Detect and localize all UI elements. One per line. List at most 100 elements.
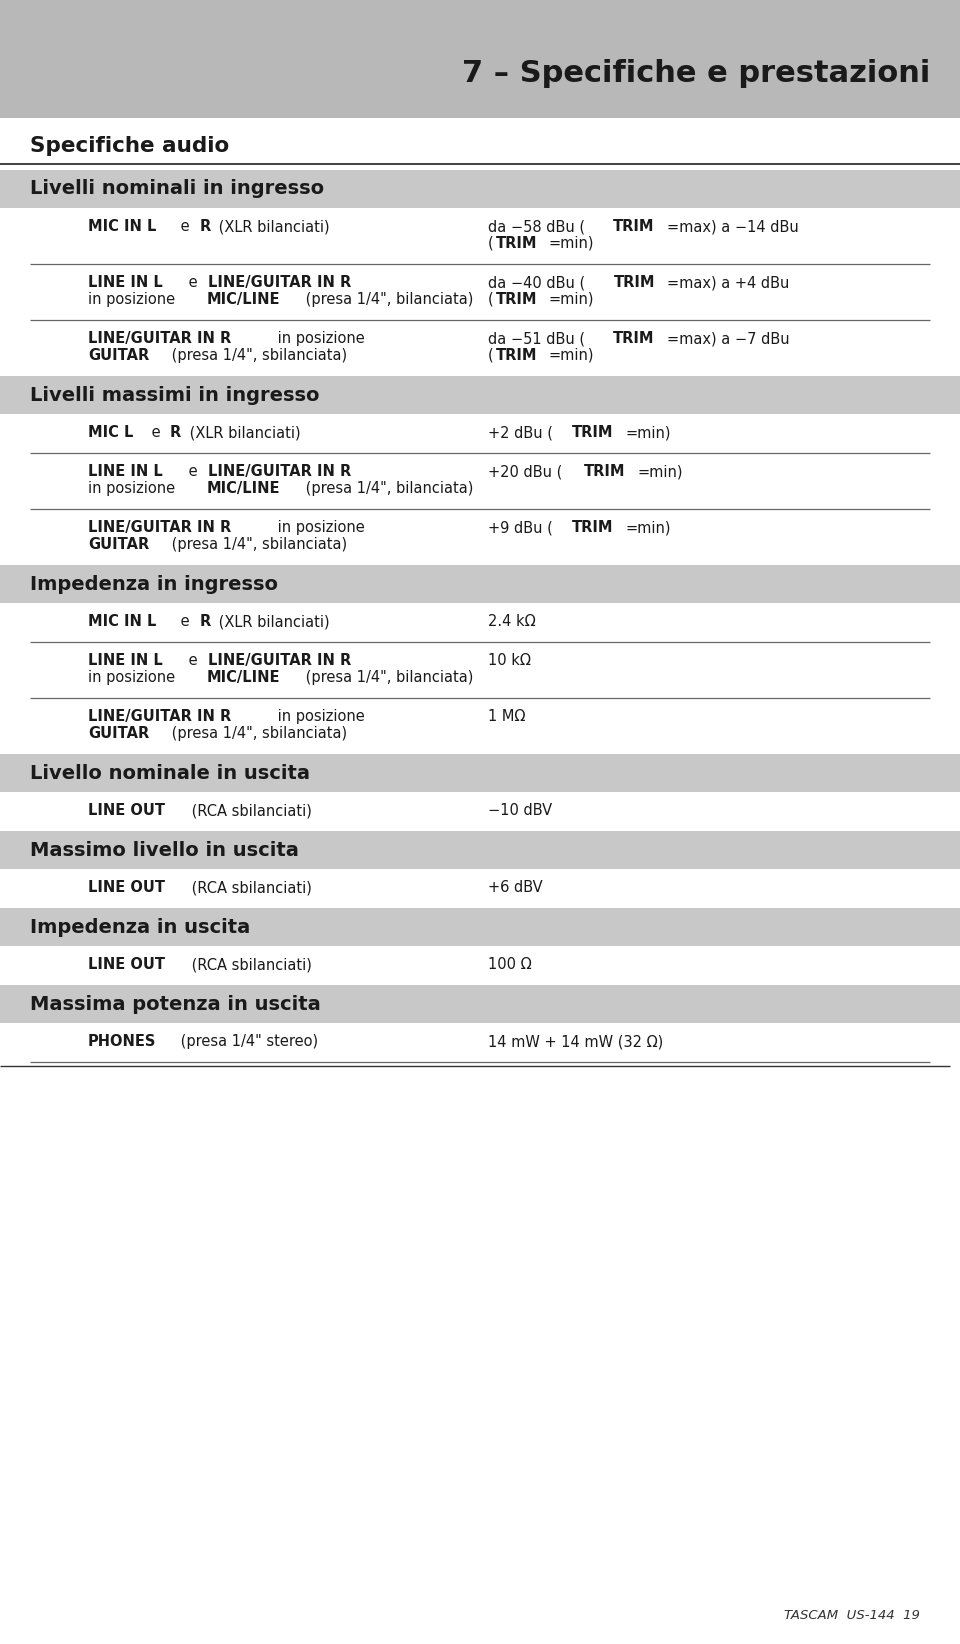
Text: in posizione: in posizione: [88, 671, 180, 686]
Text: =min): =min): [549, 349, 594, 363]
Text: TRIM: TRIM: [613, 219, 655, 233]
Text: (XLR bilanciati): (XLR bilanciati): [184, 426, 300, 441]
Text: TASCAM  US-144  19: TASCAM US-144 19: [784, 1609, 920, 1623]
Text: LINE OUT: LINE OUT: [88, 957, 165, 972]
Text: (RCA sbilanciati): (RCA sbilanciati): [187, 880, 312, 894]
Text: 100 Ω: 100 Ω: [488, 957, 532, 972]
Text: Impedenza in ingresso: Impedenza in ingresso: [30, 574, 278, 593]
Text: =min): =min): [625, 520, 671, 534]
Text: LINE/GUITAR IN R: LINE/GUITAR IN R: [88, 709, 231, 723]
Text: LINE/GUITAR IN R: LINE/GUITAR IN R: [208, 275, 351, 289]
Text: TRIM: TRIM: [572, 426, 613, 441]
Text: MIC/LINE: MIC/LINE: [206, 671, 280, 686]
Text: =min): =min): [625, 426, 671, 441]
Text: LINE/GUITAR IN R: LINE/GUITAR IN R: [208, 653, 351, 667]
Text: MIC/LINE: MIC/LINE: [206, 293, 280, 307]
Text: GUITAR: GUITAR: [88, 349, 149, 363]
Text: Massimo livello in uscita: Massimo livello in uscita: [30, 840, 299, 860]
Bar: [0, 985, 960, 1023]
Text: TRIM: TRIM: [584, 464, 626, 478]
Text: TRIM: TRIM: [495, 293, 537, 307]
Text: MIC L: MIC L: [88, 426, 133, 441]
Text: (: (: [488, 349, 493, 363]
Text: TRIM: TRIM: [495, 349, 537, 363]
Text: 14 mW + 14 mW (32 Ω): 14 mW + 14 mW (32 Ω): [488, 1034, 663, 1049]
Text: 2.4 kΩ: 2.4 kΩ: [488, 613, 536, 630]
Text: =min): =min): [549, 293, 594, 307]
Text: (XLR bilanciati): (XLR bilanciati): [214, 613, 330, 630]
Text: 1 MΩ: 1 MΩ: [488, 709, 525, 723]
Text: =min): =min): [549, 237, 594, 252]
Text: =max) a +4 dBu: =max) a +4 dBu: [667, 275, 789, 289]
Text: LINE/GUITAR IN R: LINE/GUITAR IN R: [88, 330, 231, 345]
Text: +20 dBu (: +20 dBu (: [488, 464, 563, 478]
Text: TRIM: TRIM: [613, 330, 655, 345]
Text: (RCA sbilanciati): (RCA sbilanciati): [187, 957, 312, 972]
Text: TRIM: TRIM: [495, 237, 537, 252]
Text: (presa 1/4" stereo): (presa 1/4" stereo): [177, 1034, 319, 1049]
Text: −10 dBV: −10 dBV: [488, 802, 552, 819]
Text: Massima potenza in uscita: Massima potenza in uscita: [30, 995, 321, 1013]
Text: in posizione: in posizione: [273, 520, 365, 534]
Text: 7 – Specifiche e prestazioni: 7 – Specifiche e prestazioni: [462, 59, 930, 87]
Text: 10 kΩ: 10 kΩ: [488, 653, 531, 667]
Text: Impedenza in uscita: Impedenza in uscita: [30, 917, 251, 937]
Text: =max) a −7 dBu: =max) a −7 dBu: [667, 330, 789, 345]
Text: MIC/LINE: MIC/LINE: [206, 482, 280, 496]
Bar: [0, 566, 960, 603]
Text: R: R: [200, 613, 211, 630]
Bar: [0, 830, 960, 870]
Text: e: e: [184, 464, 203, 478]
Text: e: e: [177, 613, 195, 630]
Text: da −40 dBu (: da −40 dBu (: [488, 275, 586, 289]
Text: e: e: [184, 653, 203, 667]
Text: (presa 1/4", bilanciata): (presa 1/4", bilanciata): [301, 293, 473, 307]
Text: (presa 1/4", bilanciata): (presa 1/4", bilanciata): [301, 482, 473, 496]
Text: PHONES: PHONES: [88, 1034, 156, 1049]
Text: (presa 1/4", sbilanciata): (presa 1/4", sbilanciata): [167, 538, 348, 552]
Text: da −51 dBu (: da −51 dBu (: [488, 330, 586, 345]
Text: =min): =min): [637, 464, 683, 478]
Text: LINE/GUITAR IN R: LINE/GUITAR IN R: [208, 464, 351, 478]
Text: Livello nominale in uscita: Livello nominale in uscita: [30, 763, 310, 783]
Text: da −58 dBu (: da −58 dBu (: [488, 219, 586, 233]
Text: Livelli nominali in ingresso: Livelli nominali in ingresso: [30, 179, 324, 199]
Text: +6 dBV: +6 dBV: [488, 880, 542, 894]
Bar: [0, 169, 960, 209]
Text: in posizione: in posizione: [88, 293, 180, 307]
Text: LINE IN L: LINE IN L: [88, 653, 163, 667]
Text: =max) a −14 dBu: =max) a −14 dBu: [667, 219, 799, 233]
Bar: [0, 0, 960, 118]
Text: TRIM: TRIM: [572, 520, 613, 534]
Text: Livelli massimi in ingresso: Livelli massimi in ingresso: [30, 385, 320, 404]
Text: GUITAR: GUITAR: [88, 538, 149, 552]
Text: LINE OUT: LINE OUT: [88, 880, 165, 894]
Text: R: R: [200, 219, 211, 233]
Text: (XLR bilanciati): (XLR bilanciati): [214, 219, 330, 233]
Text: LINE OUT: LINE OUT: [88, 802, 165, 819]
Text: R: R: [170, 426, 181, 441]
Text: MIC IN L: MIC IN L: [88, 613, 156, 630]
Text: Specifiche audio: Specifiche audio: [30, 136, 229, 156]
Bar: [0, 376, 960, 414]
Text: MIC IN L: MIC IN L: [88, 219, 156, 233]
Text: (RCA sbilanciati): (RCA sbilanciati): [187, 802, 312, 819]
Text: (: (: [488, 237, 493, 252]
Text: in posizione: in posizione: [273, 709, 365, 723]
Text: LINE/GUITAR IN R: LINE/GUITAR IN R: [88, 520, 231, 534]
Text: LINE IN L: LINE IN L: [88, 275, 163, 289]
Text: (presa 1/4", bilanciata): (presa 1/4", bilanciata): [301, 671, 473, 686]
Text: (presa 1/4", sbilanciata): (presa 1/4", sbilanciata): [167, 727, 348, 741]
Text: e: e: [147, 426, 165, 441]
Bar: [0, 755, 960, 792]
Text: in posizione: in posizione: [273, 330, 365, 345]
Text: +2 dBu (: +2 dBu (: [488, 426, 553, 441]
Text: +9 dBu (: +9 dBu (: [488, 520, 553, 534]
Text: e: e: [177, 219, 195, 233]
Text: GUITAR: GUITAR: [88, 727, 149, 741]
Bar: [0, 907, 960, 945]
Text: in posizione: in posizione: [88, 482, 180, 496]
Text: (: (: [488, 293, 493, 307]
Text: LINE IN L: LINE IN L: [88, 464, 163, 478]
Text: (presa 1/4", sbilanciata): (presa 1/4", sbilanciata): [167, 349, 348, 363]
